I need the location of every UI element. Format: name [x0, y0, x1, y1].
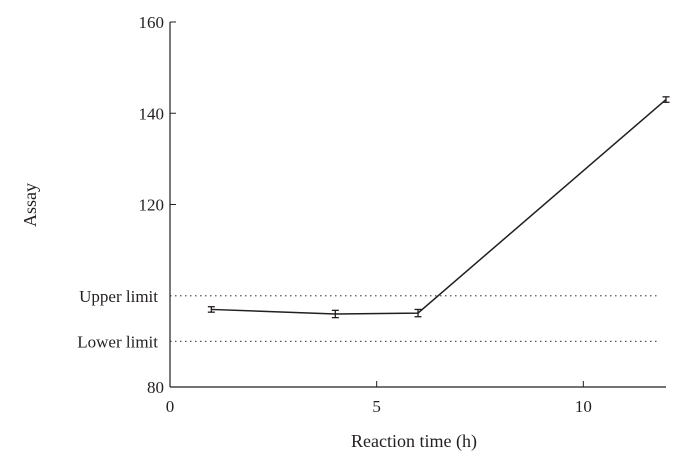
error-bar — [414, 308, 422, 318]
y-tick-label: 80 — [147, 378, 164, 397]
x-axis-label: Reaction time (h) — [351, 431, 477, 452]
y-ticks: 80 120 140 160 — [139, 13, 176, 397]
y-tick-label: 160 — [139, 13, 165, 32]
reference-lines: Upper limit Lower limit — [77, 287, 658, 351]
series-line — [211, 98, 667, 315]
error-bar — [331, 309, 339, 319]
error-bar — [662, 96, 670, 103]
x-tick-label: 10 — [575, 397, 592, 416]
y-axis-label: Assay — [20, 183, 40, 227]
x-ticks: 0 5 10 — [166, 381, 592, 416]
data-series — [207, 96, 670, 319]
x-tick-label: 0 — [166, 397, 175, 416]
y-tick-label: 120 — [139, 196, 165, 215]
reference-line-label: Lower limit — [77, 332, 158, 351]
error-bar — [207, 306, 215, 313]
reference-line-label: Upper limit — [79, 287, 158, 306]
x-tick-label: 5 — [372, 397, 381, 416]
y-tick-label: 140 — [139, 104, 165, 123]
